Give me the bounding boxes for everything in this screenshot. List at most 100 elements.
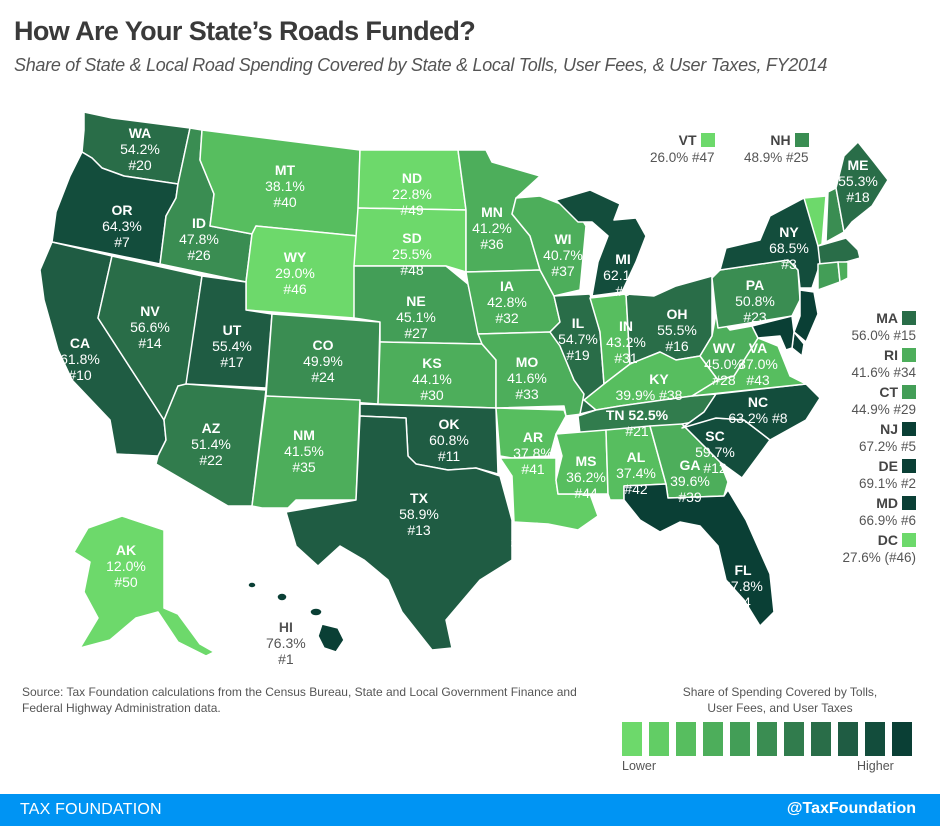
state-VT[interactable] <box>803 195 827 247</box>
legend-swatch-9 <box>838 722 858 756</box>
state-MD[interactable] <box>751 315 795 351</box>
label-MI: MI <box>615 251 631 267</box>
state-SD[interactable] <box>353 207 467 273</box>
label-MT: MT <box>275 162 296 178</box>
state-AR[interactable] <box>495 407 567 459</box>
legend-swatch-5 <box>730 722 750 756</box>
source-note: Source: Tax Foundation calculations from… <box>22 685 577 715</box>
inset-NJ: NJ 67.2% #5 <box>858 421 916 454</box>
label-NY: NY <box>779 224 799 240</box>
label-NV: NV <box>140 303 160 319</box>
inset-DE: DE 69.1% #2 <box>858 458 916 491</box>
label-AR: AR <box>523 429 543 445</box>
label-UT: UT <box>223 322 242 338</box>
inset-NH: NH 48.9% #25 <box>744 132 809 165</box>
label-AZ: AZ <box>202 420 221 436</box>
label-OK: OK <box>439 416 460 432</box>
legend-swatch-7 <box>784 722 804 756</box>
legend-scale <box>622 722 912 756</box>
legend-swatch-6 <box>757 722 777 756</box>
inset-MD: MD 66.9% #6 <box>858 495 916 528</box>
label-FL: FL <box>734 562 752 578</box>
label-MS: MS <box>576 453 597 469</box>
state-TX[interactable] <box>285 415 513 651</box>
inset-RI: RI 41.6% #34 <box>851 347 916 380</box>
state-MI[interactable] <box>555 189 647 297</box>
label-SC: SC <box>705 428 724 444</box>
label-OH: OH <box>667 306 688 322</box>
swatch-MD <box>902 496 916 510</box>
state-CT[interactable] <box>817 261 841 291</box>
state-AK[interactable] <box>73 515 215 657</box>
legend-swatch-8 <box>811 722 831 756</box>
state-NJ[interactable] <box>793 289 819 343</box>
legend-title: Share of Spending Covered by Tolls, User… <box>682 685 878 715</box>
state-MA[interactable] <box>817 237 861 265</box>
us-map: WA 54.2% #20 OR 64.3% #7 CA 61.8% #10 ID 47.8% #… <box>39 111 889 657</box>
state-FL[interactable] <box>623 483 775 627</box>
label-SD: SD <box>402 230 421 246</box>
label-TX: TX <box>410 490 429 506</box>
footer-twitter-handle[interactable]: @TaxFoundation <box>786 800 916 817</box>
label-PA: PA <box>746 277 764 293</box>
state-RI[interactable] <box>837 261 849 283</box>
label-WA: WA <box>129 125 152 141</box>
svg-text:TN 52.5%#21: TN 52.5% #21 <box>606 407 669 439</box>
legend-low-label: Lower <box>622 759 657 773</box>
legend-high-label: Higher <box>857 759 894 773</box>
state-HI[interactable] <box>247 581 345 653</box>
legend-swatch-4 <box>703 722 723 756</box>
label-ND: ND <box>402 170 422 186</box>
label-KS: KS <box>422 355 441 371</box>
state-ME[interactable] <box>835 141 889 233</box>
state-NC[interactable] <box>681 383 821 441</box>
label-HI: HI 76.3% #1 <box>266 619 306 667</box>
label-IN: IN <box>619 318 633 334</box>
state-LA[interactable] <box>499 457 599 531</box>
label-IL: IL <box>572 315 585 331</box>
swatch-DE <box>902 459 916 473</box>
label-WY: WY <box>284 249 307 265</box>
swatch-VT <box>700 133 715 147</box>
page-subtitle: Share of State & Local Road Spending Cov… <box>14 55 828 75</box>
inset-CT: CT 44.9% #29 <box>851 384 916 417</box>
label-NE: NE <box>406 293 425 309</box>
label-TN: TN 52.5% <box>606 407 669 423</box>
legend-swatch-10 <box>865 722 885 756</box>
swatch-NJ <box>902 422 916 436</box>
inset-MA: MA 56.0% #15 <box>851 310 916 343</box>
label-IA: IA <box>500 278 514 294</box>
label-GA: GA <box>680 457 701 473</box>
label-MN: MN <box>481 204 503 220</box>
inset-DC: DC 27.6% (#46) <box>842 532 916 565</box>
label-VA: VA <box>749 340 767 356</box>
label-ME: ME <box>848 157 869 173</box>
legend-swatch-1 <box>622 722 642 756</box>
label-WI: WI <box>554 231 571 247</box>
